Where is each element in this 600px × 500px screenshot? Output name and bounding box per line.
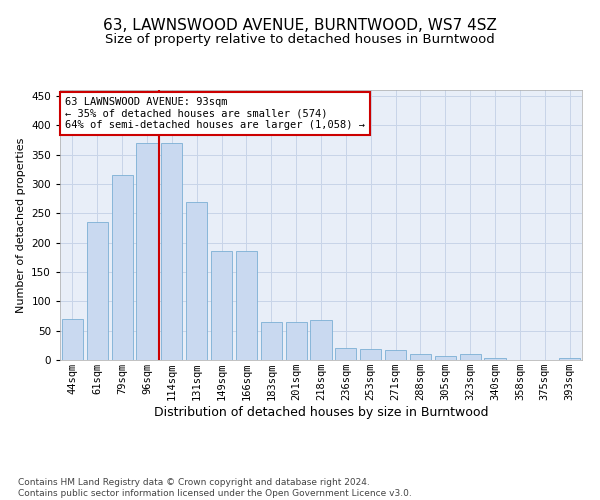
Bar: [211, 252, 232, 360]
Bar: [335, 348, 356, 360]
Bar: [484, 358, 506, 360]
Text: 63 LAWNSWOOD AVENUE: 93sqm
← 35% of detached houses are smaller (574)
64% of sem: 63 LAWNSWOOD AVENUE: 93sqm ← 35% of deta…: [65, 97, 365, 130]
X-axis label: Distribution of detached houses by size in Burntwood: Distribution of detached houses by size …: [154, 406, 488, 419]
Bar: [87, 222, 108, 360]
Bar: [410, 354, 431, 360]
Bar: [62, 319, 83, 360]
Bar: [112, 175, 133, 360]
Bar: [559, 358, 580, 360]
Bar: [460, 354, 481, 360]
Y-axis label: Number of detached properties: Number of detached properties: [16, 138, 26, 312]
Bar: [161, 143, 182, 360]
Text: Contains HM Land Registry data © Crown copyright and database right 2024.
Contai: Contains HM Land Registry data © Crown c…: [18, 478, 412, 498]
Bar: [261, 322, 282, 360]
Bar: [136, 143, 158, 360]
Bar: [435, 356, 456, 360]
Bar: [236, 252, 257, 360]
Bar: [385, 350, 406, 360]
Text: Size of property relative to detached houses in Burntwood: Size of property relative to detached ho…: [105, 32, 495, 46]
Bar: [310, 320, 332, 360]
Text: 63, LAWNSWOOD AVENUE, BURNTWOOD, WS7 4SZ: 63, LAWNSWOOD AVENUE, BURNTWOOD, WS7 4SZ: [103, 18, 497, 32]
Bar: [286, 322, 307, 360]
Bar: [360, 350, 381, 360]
Bar: [186, 202, 207, 360]
